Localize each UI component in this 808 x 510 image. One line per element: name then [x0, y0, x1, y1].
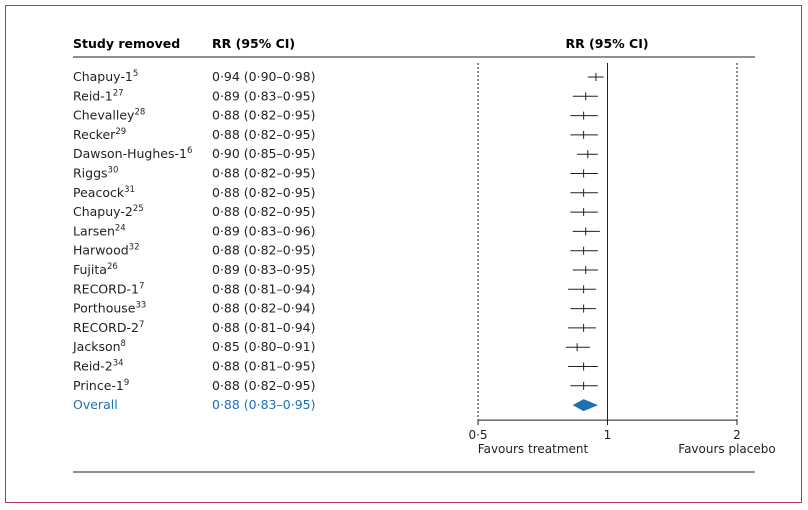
ci-value: 0·88 (0·82–0·95)	[212, 243, 315, 258]
study-label: Peacock31	[73, 185, 135, 200]
study-label: Reid-127	[73, 88, 124, 103]
ci-value: 0·89 (0·83–0·95)	[212, 262, 315, 277]
study-label: Recker29	[73, 127, 126, 142]
forest-plot: Study removed RR (95% CI) RR (95% CI) Ch…	[72, 36, 776, 473]
ci-value: 0·90 (0·85–0·95)	[212, 146, 315, 161]
study-label: Jackson8	[72, 339, 126, 354]
ci-value: 0·89 (0·83–0·95)	[212, 88, 315, 103]
ci-value: 0·94 (0·90–0·98)	[212, 69, 315, 84]
header-plot: RR (95% CI)	[565, 36, 648, 51]
ci-value: 0·88 (0·82–0·95)	[212, 185, 315, 200]
study-label: RECORD-27	[73, 320, 144, 335]
figure-frame: Study removed RR (95% CI) RR (95% CI) Ch…	[5, 5, 802, 503]
x-axis: 0·5 1 2 Favours treatment Favours placebo	[468, 419, 776, 456]
study-label: Reid-234	[73, 359, 124, 374]
ci-value: 0·88 (0·81–0·95)	[212, 359, 315, 374]
favours-left-label: Favours treatment	[478, 442, 589, 456]
tick-label: 1	[604, 428, 612, 442]
header-ci: RR (95% CI)	[212, 36, 295, 51]
ci-value: 0·89 (0·83–0·96)	[212, 223, 315, 238]
tick-label: 2	[733, 428, 741, 442]
study-label: Overall	[73, 397, 118, 412]
ci-value: 0·88 (0·83–0·95)	[212, 397, 315, 412]
ci-value: 0·88 (0·81–0·94)	[212, 320, 315, 335]
study-label: Larsen24	[73, 223, 126, 238]
overall-diamond	[572, 399, 598, 412]
ci-value: 0·88 (0·81–0·94)	[212, 281, 315, 296]
header-study: Study removed	[73, 36, 180, 51]
study-label: Porthouse33	[73, 301, 146, 316]
study-label: Prince-19	[73, 378, 129, 393]
study-label: RECORD-17	[73, 281, 144, 296]
ci-value: 0·88 (0·82–0·95)	[212, 127, 315, 142]
ci-value: 0·85 (0·80–0·91)	[212, 339, 315, 354]
rows-group: Chapuy-15 0·94 (0·90–0·98) Reid-127 0·89 (0…	[72, 69, 315, 412]
favours-right-label: Favours placebo	[678, 442, 775, 456]
study-label: Chapuy-15	[73, 69, 138, 84]
marks-group	[477, 63, 738, 421]
study-label: Chapuy-225	[73, 204, 144, 219]
study-label: Chevalley28	[73, 108, 145, 123]
ci-value: 0·88 (0·82–0·95)	[212, 166, 315, 181]
study-label: Harwood32	[73, 243, 139, 258]
tick-label: 0·5	[468, 428, 487, 442]
study-label: Riggs30	[73, 166, 118, 181]
study-label: Dawson-Hughes-16	[73, 146, 192, 161]
ci-value: 0·88 (0·82–0·95)	[212, 108, 315, 123]
ci-value: 0·88 (0·82–0·95)	[212, 378, 315, 393]
ci-value: 0·88 (0·82–0·95)	[212, 204, 315, 219]
ci-value: 0·88 (0·82–0·94)	[212, 301, 315, 316]
study-label: Fujita26	[73, 262, 118, 277]
